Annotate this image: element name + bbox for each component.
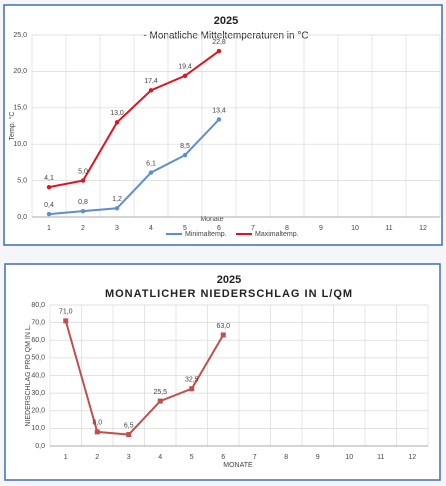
y-tick-label: 70,0 bbox=[31, 319, 45, 326]
data-label: 8,0 bbox=[92, 420, 102, 427]
data-label: 22,8 bbox=[212, 39, 226, 46]
data-label: 71,0 bbox=[59, 309, 73, 316]
x-tick-label: 5 bbox=[183, 225, 187, 232]
point-marker bbox=[114, 206, 120, 211]
chart-subtitle: - Monatliche Mitteltemperaturen in °C bbox=[143, 31, 308, 42]
x-tick-label: 12 bbox=[419, 225, 427, 232]
y-tick-label: 20,0 bbox=[13, 68, 27, 75]
data-label: 63,0 bbox=[216, 323, 230, 330]
data-label: 19,4 bbox=[178, 64, 192, 71]
x-tick-label: 7 bbox=[251, 225, 255, 232]
x-tick-label: 9 bbox=[316, 454, 320, 461]
point-marker bbox=[157, 398, 163, 404]
data-label: 13,4 bbox=[212, 107, 226, 114]
data-label: 6,1 bbox=[146, 160, 156, 167]
y-tick-label: 25,0 bbox=[13, 32, 27, 39]
point-marker bbox=[216, 48, 222, 54]
series-line bbox=[64, 320, 225, 436]
x-tick-label: 4 bbox=[158, 454, 162, 461]
x-tick-label: 12 bbox=[408, 454, 416, 461]
data-label: 25,5 bbox=[153, 389, 167, 396]
data-label: 13,0 bbox=[110, 110, 124, 117]
y-tick-label: 30,0 bbox=[31, 390, 45, 397]
point-marker bbox=[216, 117, 222, 122]
y-tick-label: 5,0 bbox=[17, 177, 27, 184]
x-tick-label: 2 bbox=[95, 454, 99, 461]
x-tick-label: 4 bbox=[149, 225, 153, 232]
x-axis-label: Monate bbox=[200, 216, 223, 223]
x-tick-label: 10 bbox=[345, 454, 353, 461]
data-label: 17,4 bbox=[144, 78, 158, 85]
series-line bbox=[48, 118, 220, 216]
data-label: 0,8 bbox=[78, 199, 88, 206]
legend-label: Maximaltemp. bbox=[255, 231, 299, 238]
y-tick-label: 10,0 bbox=[13, 141, 27, 148]
y-tick-label: 60,0 bbox=[31, 337, 45, 344]
point-marker bbox=[148, 88, 154, 93]
x-tick-label: 10 bbox=[351, 225, 359, 232]
chart-title: 2025 bbox=[217, 274, 241, 286]
x-tick-label: 6 bbox=[221, 454, 225, 461]
data-label: 6,5 bbox=[124, 422, 134, 429]
chart-frame bbox=[4, 263, 441, 481]
x-tick-label: 11 bbox=[385, 225, 392, 232]
x-tick-label: 1 bbox=[47, 225, 51, 232]
data-label: 1,2 bbox=[112, 196, 122, 203]
y-tick-label: 50,0 bbox=[31, 355, 45, 362]
y-tick-label: 0,0 bbox=[17, 214, 27, 221]
legend-label: Minimaltemp. bbox=[185, 231, 227, 238]
x-tick-label: 8 bbox=[285, 225, 289, 232]
point-marker bbox=[114, 120, 120, 125]
series-line bbox=[48, 50, 220, 189]
x-tick-label: 7 bbox=[253, 454, 257, 461]
chart-frame bbox=[3, 4, 443, 246]
x-axis-label: MONATE bbox=[223, 462, 253, 469]
y-tick-label: 15,0 bbox=[13, 105, 27, 112]
y-tick-label: 20,0 bbox=[31, 408, 45, 415]
point-marker bbox=[126, 432, 132, 438]
point-marker bbox=[63, 318, 69, 324]
y-tick-label: 10,0 bbox=[31, 425, 45, 432]
point-marker bbox=[148, 170, 154, 175]
point-marker bbox=[220, 332, 226, 338]
point-marker bbox=[80, 208, 86, 214]
x-tick-label: 9 bbox=[319, 225, 323, 232]
data-label: 32,5 bbox=[185, 377, 199, 384]
y-tick-label: 40,0 bbox=[31, 372, 45, 379]
x-tick-label: 11 bbox=[377, 454, 384, 461]
x-tick-label: 1 bbox=[64, 454, 68, 461]
point-marker bbox=[46, 211, 52, 217]
x-tick-label: 3 bbox=[115, 225, 119, 232]
data-label: 8,5 bbox=[180, 143, 190, 150]
x-tick-label: 6 bbox=[217, 225, 221, 232]
chart-subtitle: MONATLICHER NIEDERSCHLAG IN L/QM bbox=[105, 288, 353, 300]
point-marker bbox=[46, 184, 52, 190]
x-tick-label: 5 bbox=[190, 454, 194, 461]
x-tick-label: 8 bbox=[284, 454, 288, 461]
point-marker bbox=[80, 178, 86, 183]
y-axis-label: NIEDERSCHLAG PRO QM IN L. bbox=[25, 324, 32, 426]
y-tick-label: 0,0 bbox=[35, 443, 45, 450]
chart-title: 2025 bbox=[214, 15, 238, 27]
y-tick-label: 80,0 bbox=[31, 302, 45, 309]
x-tick-label: 2 bbox=[81, 225, 85, 232]
point-marker bbox=[182, 73, 188, 78]
point-marker bbox=[182, 152, 188, 158]
y-axis-label: Temp. °C bbox=[8, 112, 16, 141]
data-label: 5,0 bbox=[78, 168, 88, 175]
point-marker bbox=[94, 429, 100, 435]
x-tick-label: 3 bbox=[127, 454, 131, 461]
point-marker bbox=[189, 386, 195, 392]
data-label: 4,1 bbox=[44, 175, 54, 182]
data-label: 0,4 bbox=[44, 202, 54, 209]
